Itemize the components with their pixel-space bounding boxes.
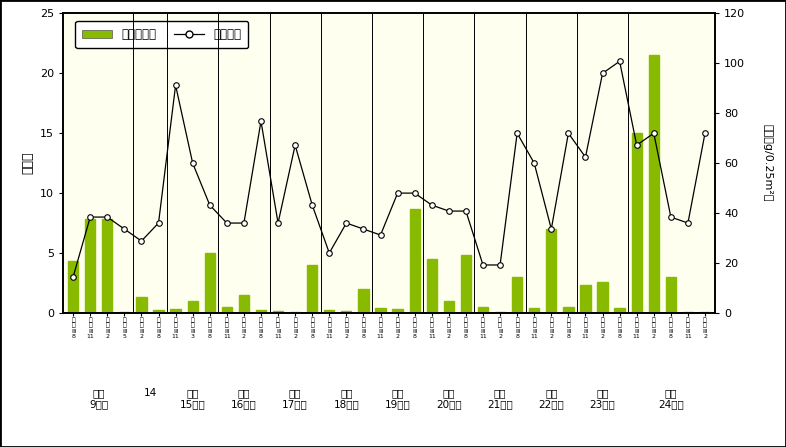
Bar xyxy=(615,308,625,313)
Text: 平成
15年度: 平成 15年度 xyxy=(180,388,206,409)
Bar xyxy=(597,282,608,313)
Bar xyxy=(136,297,146,313)
Bar xyxy=(410,209,420,313)
Text: 平成
21年度: 平成 21年度 xyxy=(487,388,513,409)
Bar xyxy=(256,310,266,313)
Bar xyxy=(427,259,437,313)
Bar xyxy=(119,312,130,313)
Bar xyxy=(478,307,488,313)
Bar xyxy=(512,277,522,313)
Text: 平成
23年度: 平成 23年度 xyxy=(590,388,615,409)
Bar xyxy=(358,289,369,313)
Bar xyxy=(171,309,181,313)
Text: 平成
17年度: 平成 17年度 xyxy=(282,388,308,409)
Bar xyxy=(648,55,659,313)
Y-axis label: 重量（g/0.25m²）: 重量（g/0.25m²） xyxy=(762,124,772,202)
Text: 14: 14 xyxy=(143,388,156,398)
Bar xyxy=(102,219,112,313)
Bar xyxy=(273,311,283,313)
Bar xyxy=(666,277,676,313)
Text: 平成
24年度: 平成 24年度 xyxy=(658,388,684,409)
Bar xyxy=(700,312,710,313)
Bar xyxy=(68,261,79,313)
Bar xyxy=(85,219,95,313)
Text: 平成
18年度: 平成 18年度 xyxy=(333,388,359,409)
Bar xyxy=(444,301,454,313)
Bar xyxy=(188,301,198,313)
Bar xyxy=(153,310,163,313)
Text: 平成
22年度: 平成 22年度 xyxy=(538,388,564,409)
Bar xyxy=(564,307,574,313)
Text: 平成
20年度: 平成 20年度 xyxy=(436,388,461,409)
Text: 平成
16年度: 平成 16年度 xyxy=(231,388,257,409)
Bar xyxy=(376,308,386,313)
Bar xyxy=(222,307,232,313)
Bar xyxy=(239,295,249,313)
Y-axis label: 種類数: 種類数 xyxy=(21,152,34,174)
Text: 平成
19年度: 平成 19年度 xyxy=(384,388,410,409)
Legend: 平均湿重量, 出現種数: 平均湿重量, 出現種数 xyxy=(75,21,248,48)
Bar xyxy=(392,309,402,313)
Bar xyxy=(580,285,590,313)
Bar xyxy=(461,255,471,313)
Bar xyxy=(495,312,505,313)
Bar xyxy=(204,253,215,313)
Bar xyxy=(546,229,556,313)
Bar xyxy=(324,310,334,313)
Bar xyxy=(307,265,318,313)
Bar xyxy=(290,312,300,313)
Bar xyxy=(683,312,693,313)
Text: 平成
9年度: 平成 9年度 xyxy=(89,388,108,409)
Bar xyxy=(529,308,539,313)
Bar xyxy=(632,133,642,313)
Bar xyxy=(341,311,351,313)
